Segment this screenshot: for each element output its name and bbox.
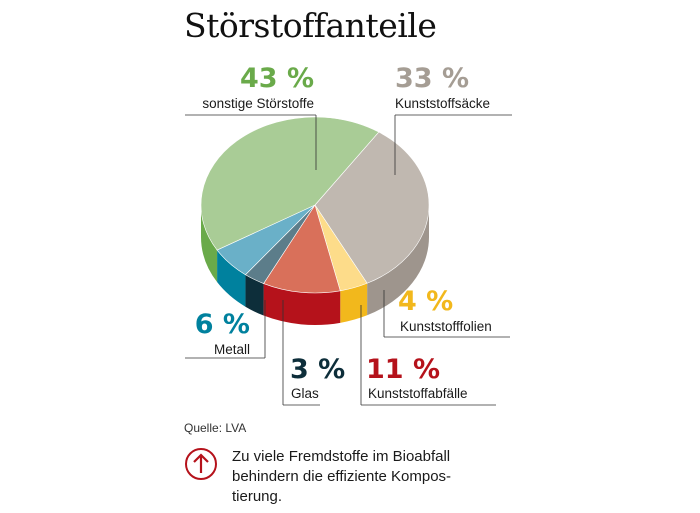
category-label-glas: Glas xyxy=(291,386,319,401)
category-label-kunststofffolien: Kunststofffolien xyxy=(400,319,492,334)
source-note: Quelle: LVA xyxy=(184,421,247,435)
note-text: Zu viele Fremdstoffe im Bioabfall behind… xyxy=(232,448,452,505)
category-label-kunststoffsaecke: Kunststoffsäcke xyxy=(395,96,490,111)
pie-side-sonstige-stoerstoffe xyxy=(201,205,218,283)
value-label-sonstige-stoerstoffe: 43 % xyxy=(240,63,314,94)
pie-side-kunststoffsaecke xyxy=(367,205,429,316)
pie-side-metall xyxy=(217,250,246,307)
category-label-kunststoffabfaelle: Kunststoffabfälle xyxy=(368,386,468,401)
pie-slice-sonstige-stoerstoffe xyxy=(200,116,380,251)
category-label-metall: Metall xyxy=(214,342,250,357)
chart-title: Störstoffanteile xyxy=(184,6,437,45)
value-label-kunststoffsaecke: 33 % xyxy=(395,63,469,94)
pie-slice-kunststoffabfaelle xyxy=(263,204,341,294)
category-label-sonstige-stoerstoffe: sonstige Störstoffe xyxy=(202,96,314,111)
value-label-kunststofffolien: 4 % xyxy=(398,286,453,317)
value-label-glas: 3 % xyxy=(290,354,345,385)
arrow-up-circle-icon xyxy=(185,448,217,480)
pie-slice-kunststoffsaecke xyxy=(314,131,430,284)
pie-side-kunststofffolien xyxy=(340,283,368,323)
value-label-kunststoffabfaelle: 11 % xyxy=(366,354,440,385)
pie-side-glas xyxy=(245,274,264,316)
value-label-metall: 6 % xyxy=(195,309,250,340)
